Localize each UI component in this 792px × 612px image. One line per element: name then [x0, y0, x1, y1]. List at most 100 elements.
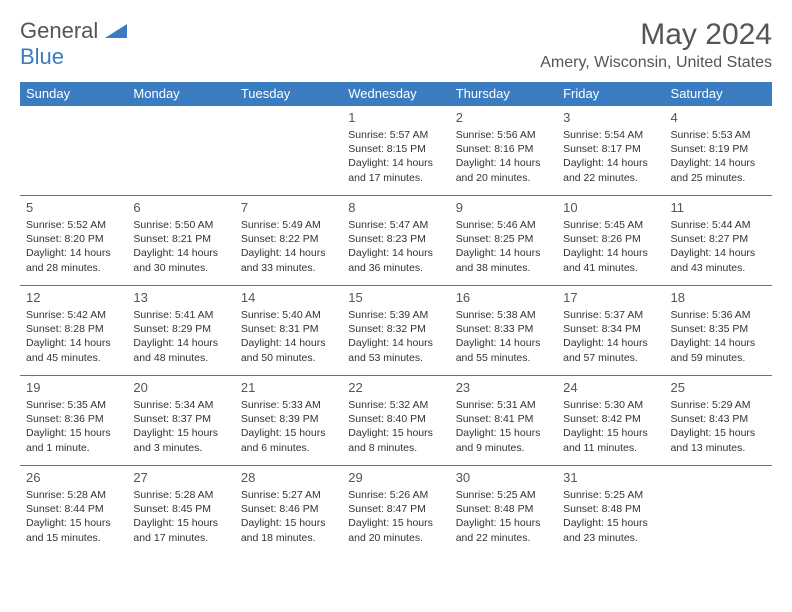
sunset-text: Sunset: 8:32 PM — [348, 322, 443, 336]
sunrise-text: Sunrise: 5:30 AM — [563, 398, 658, 412]
day-info: Sunrise: 5:26 AMSunset: 8:47 PMDaylight:… — [348, 488, 443, 545]
calendar-cell: 19Sunrise: 5:35 AMSunset: 8:36 PMDayligh… — [20, 376, 127, 466]
calendar-cell: 25 Sunrise: 5:29 AMSunset: 8:43 PMDayligh… — [665, 376, 772, 466]
day-number: 12 — [26, 290, 121, 305]
sunrise-text: Sunrise: 5:45 AM — [563, 218, 658, 232]
day-number: 24 — [563, 380, 658, 395]
day-number: 6 — [133, 200, 228, 215]
calendar-cell: 26 Sunrise: 5:28 AMSunset: 8:44 PMDayligh… — [20, 466, 127, 556]
calendar-cell: 15Sunrise: 5:39 AMSunset: 8:32 PMDayligh… — [342, 286, 449, 376]
calendar-cell: 20Sunrise: 5:34 AMSunset: 8:37 PMDayligh… — [127, 376, 234, 466]
day-info: Sunrise: 5:46 AMSunset: 8:25 PMDaylight:… — [456, 218, 551, 275]
day-number: 17 — [563, 290, 658, 305]
daylight-text: Daylight: 15 hours and 23 minutes. — [563, 516, 658, 544]
calendar-week-row: 26 Sunrise: 5:28 AMSunset: 8:44 PMDayligh… — [20, 466, 772, 556]
daylight-text: Daylight: 14 hours and 17 minutes. — [348, 156, 443, 184]
day-number: 26 — [26, 470, 121, 485]
day-header: Monday — [127, 82, 234, 106]
calendar-cell: 12Sunrise: 5:42 AMSunset: 8:28 PMDayligh… — [20, 286, 127, 376]
daylight-text: Daylight: 14 hours and 38 minutes. — [456, 246, 551, 274]
sunset-text: Sunset: 8:35 PM — [671, 322, 766, 336]
day-number: 30 — [456, 470, 551, 485]
calendar-cell: 21Sunrise: 5:33 AMSunset: 8:39 PMDayligh… — [235, 376, 342, 466]
day-info: Sunrise: 5:57 AMSunset: 8:15 PMDaylight:… — [348, 128, 443, 185]
sunrise-text: Sunrise: 5:26 AM — [348, 488, 443, 502]
sunset-text: Sunset: 8:36 PM — [26, 412, 121, 426]
daylight-text: Daylight: 14 hours and 36 minutes. — [348, 246, 443, 274]
daylight-text: Daylight: 14 hours and 50 minutes. — [241, 336, 336, 364]
day-info: Sunrise: 5:29 AMSunset: 8:43 PMDaylight:… — [671, 398, 766, 455]
calendar-week-row: 19 Sunrise: 5:35 AMSunset: 8:36 PM Dayligh… — [20, 376, 772, 466]
day-header: Saturday — [665, 82, 772, 106]
sunrise-text: Sunrise: 5:37 AM — [563, 308, 658, 322]
day-number: 23 — [456, 380, 551, 395]
sunrise-text: Sunrise: 5:27 AM — [241, 488, 336, 502]
day-info: Sunrise: 5:28 AMSunset: 8:44 PMDaylight:… — [26, 488, 121, 545]
calendar-header-row: SundayMondayTuesdayWednesdayThursdayFrid… — [20, 82, 772, 106]
sunset-text: Sunset: 8:34 PM — [563, 322, 658, 336]
daylight-text: Daylight: 15 hours and 3 minutes. — [133, 426, 228, 454]
calendar-cell: 27Sunrise: 5:28 AMSunset: 8:45 PMDayligh… — [127, 466, 234, 556]
sunset-text: Sunset: 8:31 PM — [241, 322, 336, 336]
sunrise-text: Sunrise: 5:47 AM — [348, 218, 443, 232]
daylight-text: Daylight: 14 hours and 20 minutes. — [456, 156, 551, 184]
daylight-text: Daylight: 15 hours and 15 minutes. — [26, 516, 121, 544]
daylight-text: Daylight: 14 hours and 43 minutes. — [671, 246, 766, 274]
day-number: 22 — [348, 380, 443, 395]
sunrise-text: Sunrise: 5:52 AM — [26, 218, 121, 232]
day-info: Sunrise: 5:54 AMSunset: 8:17 PMDaylight:… — [563, 128, 658, 185]
sunset-text: Sunset: 8:26 PM — [563, 232, 658, 246]
day-number: 15 — [348, 290, 443, 305]
day-header: Sunday — [20, 82, 127, 106]
sunrise-text: Sunrise: 5:29 AM — [671, 398, 766, 412]
calendar-cell: 11Sunrise: 5:44 AMSunset: 8:27 PMDayligh… — [665, 196, 772, 286]
daylight-text: Daylight: 15 hours and 6 minutes. — [241, 426, 336, 454]
day-number: 19 — [26, 380, 121, 395]
daylight-text: Daylight: 15 hours and 8 minutes. — [348, 426, 443, 454]
sunset-text: Sunset: 8:27 PM — [671, 232, 766, 246]
daylight-text: Daylight: 14 hours and 22 minutes. — [563, 156, 658, 184]
month-title: May 2024 — [540, 18, 772, 52]
sunset-text: Sunset: 8:48 PM — [456, 502, 551, 516]
sunset-text: Sunset: 8:21 PM — [133, 232, 228, 246]
calendar-cell: 7Sunrise: 5:49 AMSunset: 8:22 PMDaylight… — [235, 196, 342, 286]
calendar-cell: 6 Sunrise: 5:50 AMSunset: 8:21 PMDaylight… — [127, 196, 234, 286]
sunset-text: Sunset: 8:45 PM — [133, 502, 228, 516]
sunrise-text: Sunrise: 5:41 AM — [133, 308, 228, 322]
sunset-text: Sunset: 8:43 PM — [671, 412, 766, 426]
day-number: 28 — [241, 470, 336, 485]
day-info: Sunrise: 5:50 AMSunset: 8:21 PMDaylight:… — [133, 218, 228, 275]
day-number: 9 — [456, 200, 551, 215]
daylight-text: Daylight: 14 hours and 28 minutes. — [26, 246, 121, 274]
day-header: Friday — [557, 82, 664, 106]
day-header: Tuesday — [235, 82, 342, 106]
sunset-text: Sunset: 8:16 PM — [456, 142, 551, 156]
sunrise-text: Sunrise: 5:32 AM — [348, 398, 443, 412]
calendar-body: 1Sunrise: 5:57 AMSunset: 8:15 PMDaylight… — [20, 106, 772, 556]
day-number: 5 — [26, 200, 121, 215]
day-number: 27 — [133, 470, 228, 485]
logo: General Blue — [20, 18, 127, 70]
sunrise-text: Sunrise: 5:42 AM — [26, 308, 121, 322]
calendar-cell: 31Sunrise: 5:25 AMSunset: 8:48 PMDayligh… — [557, 466, 664, 556]
day-number: 29 — [348, 470, 443, 485]
sunset-text: Sunset: 8:46 PM — [241, 502, 336, 516]
sunrise-text: Sunrise: 5:35 AM — [26, 398, 121, 412]
day-number: 16 — [456, 290, 551, 305]
calendar-week-row: 12Sunrise: 5:42 AMSunset: 8:28 PMDayligh… — [20, 286, 772, 376]
day-header: Thursday — [450, 82, 557, 106]
triangle-icon — [105, 24, 127, 43]
calendar-cell: 29 Sunrise: 5:26 AMSunset: 8:47 PMDayligh… — [342, 466, 449, 556]
calendar-cell: 10Sunrise: 5:45 AMSunset: 8:26 PMDayligh… — [557, 196, 664, 286]
day-number: 2 — [456, 110, 551, 125]
calendar-cell — [20, 106, 127, 196]
day-info: Sunrise: 5:37 AMSunset: 8:34 PMDaylight:… — [563, 308, 658, 365]
daylight-text: Daylight: 15 hours and 18 minutes. — [241, 516, 336, 544]
calendar-cell: 13Sunrise: 5:41 AMSunset: 8:29 PMDayligh… — [127, 286, 234, 376]
daylight-text: Daylight: 14 hours and 48 minutes. — [133, 336, 228, 364]
day-number: 25 — [671, 380, 766, 395]
day-info: Sunrise: 5:25 AMSunset: 8:48 PMDaylight:… — [563, 488, 658, 545]
sunrise-text: Sunrise: 5:25 AM — [456, 488, 551, 502]
day-number: 14 — [241, 290, 336, 305]
title-block: May 2024 Amery, Wisconsin, United States — [540, 18, 772, 72]
